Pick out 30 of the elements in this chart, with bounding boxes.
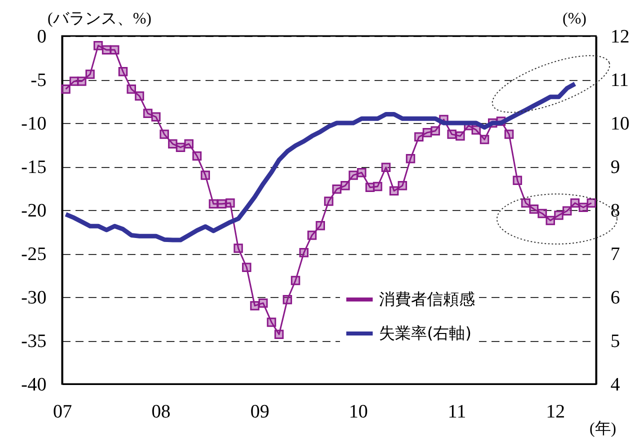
y-tick-label: -5 (30, 70, 46, 91)
y-tick-label: -35 (21, 331, 46, 352)
legend-label: 消費者信頼感 (379, 290, 475, 308)
y2-tick-label: 11 (610, 70, 629, 91)
y2-tick-label: 6 (610, 288, 620, 308)
x-tick-label: 11 (448, 402, 466, 422)
x-tick-label: 08 (152, 402, 171, 422)
y2-tick-label: 10 (610, 114, 630, 134)
y-axis-title: (バランス、%) (48, 10, 152, 28)
line-series (64, 82, 578, 242)
y2-axis-title: (%) (562, 10, 586, 28)
y2-tick-label: 4 (610, 374, 620, 396)
y2-tick-label: 9 (610, 157, 620, 178)
y2-tick-label: 12 (610, 26, 630, 48)
x-axis-title: (年) (590, 420, 616, 437)
y-tick-label: -25 (21, 244, 46, 265)
x-tick-label: 09 (250, 402, 270, 422)
y-tick-label: -20 (21, 200, 46, 222)
y-tick-label: 0 (37, 26, 46, 48)
y-tick-label: -30 (21, 288, 46, 308)
legend-label: 失業率(右軸) (379, 324, 472, 342)
x-tick-label: 10 (348, 402, 368, 422)
y-tick-label: -15 (21, 157, 46, 178)
y2-tick-label: 5 (610, 331, 620, 352)
y2-tick-label: 7 (610, 244, 620, 265)
y2-tick-label: 8 (610, 200, 620, 222)
y-tick-label: -10 (21, 114, 46, 134)
x-tick-label: 12 (546, 402, 565, 422)
y-tick-label: -40 (21, 374, 46, 396)
x-tick-label: 07 (53, 402, 72, 422)
